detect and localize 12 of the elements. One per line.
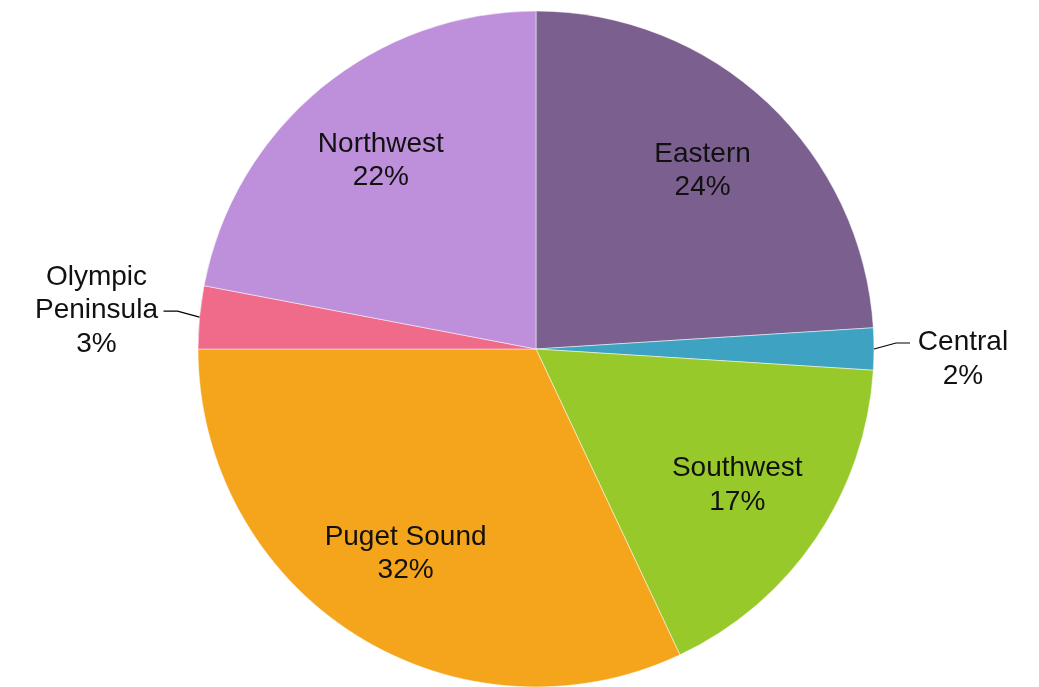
slice-label: Central — [917, 325, 1009, 357]
data-label: 3% — [76, 327, 117, 359]
slice-label: Puget Sound — [324, 520, 487, 552]
slice-label: Olympic Peninsula — [35, 259, 159, 325]
data-label: 17% — [709, 484, 766, 516]
slice-label: Eastern — [654, 137, 751, 169]
slice-label: Southwest — [671, 451, 803, 483]
slice-label: Northwest — [317, 127, 445, 159]
data-label: 2% — [942, 358, 984, 390]
data-label: 22% — [352, 160, 409, 192]
data-label: 32% — [377, 553, 434, 585]
data-label: 24% — [674, 170, 731, 202]
